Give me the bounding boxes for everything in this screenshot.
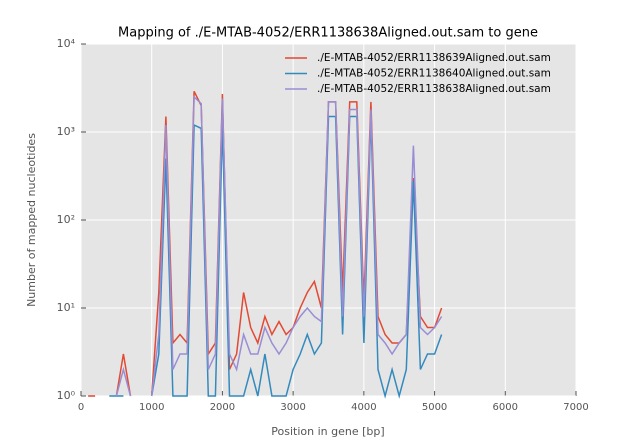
x-tick-label: 2000: [210, 402, 235, 413]
x-tick-label: 4000: [351, 402, 376, 413]
x-axis-label: Position in gene [bp]: [271, 425, 384, 438]
x-tick-label: 6000: [493, 402, 518, 413]
x-tick-label: 1000: [139, 402, 164, 413]
legend-label: ./E-MTAB-4052/ERR1138639Aligned.out.sam: [317, 52, 551, 64]
x-tick-label: 5000: [422, 402, 447, 413]
x-tick-label: 7000: [563, 402, 588, 413]
series-line: [115, 95, 443, 397]
y-tick-label: 10¹: [57, 301, 75, 314]
y-tick-label: 10⁴: [57, 37, 76, 50]
y-tick-label: 10³: [57, 125, 75, 138]
x-tick-label: 0: [78, 402, 84, 413]
legend-label: ./E-MTAB-4052/ERR1138638Aligned.out.sam: [317, 83, 551, 95]
x-tick-label: 3000: [280, 402, 305, 413]
chart-title: Mapping of ./E-MTAB-4052/ERR1138638Align…: [118, 26, 538, 41]
y-tick-label: 10²: [57, 213, 75, 226]
y-axis-label: Number of mapped nucleotides: [25, 133, 38, 307]
legend-label: ./E-MTAB-4052/ERR1138640Aligned.out.sam: [317, 68, 551, 80]
y-tick-label: 10⁰: [57, 389, 76, 402]
